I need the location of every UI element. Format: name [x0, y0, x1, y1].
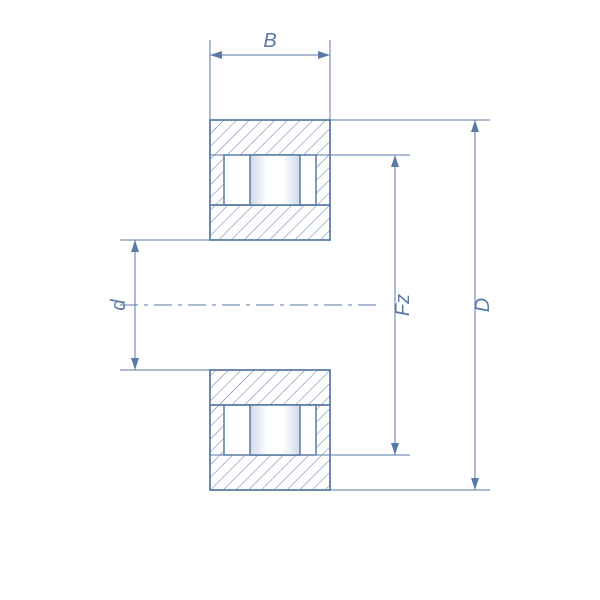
inner-ring-bottom [210, 370, 330, 405]
dim-label-d: d [108, 299, 130, 311]
inner-ring-top [210, 205, 330, 240]
bearing-cross-section-drawing: Bd D Fz [0, 0, 600, 600]
dim-label-B: B [263, 30, 276, 52]
dim-label-Fz: Fz [392, 294, 414, 316]
roller-top [250, 155, 300, 205]
dim-label-D: D [472, 298, 494, 312]
roller-bottom [250, 405, 300, 455]
